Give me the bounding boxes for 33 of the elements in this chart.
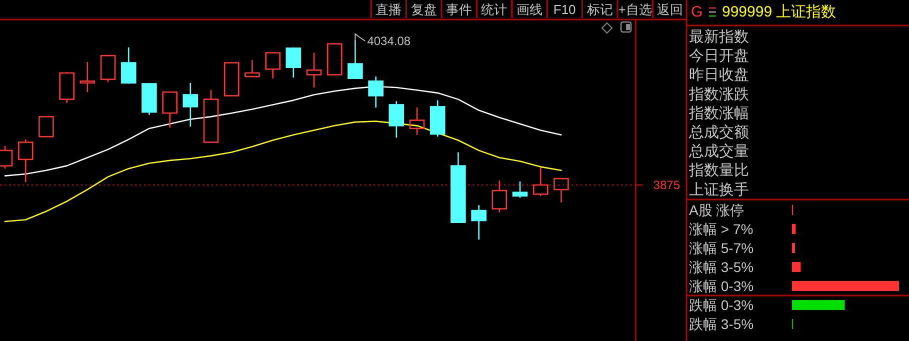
y-tick-label: 涨幅 > 7% [689, 221, 754, 237]
text: F10 [553, 2, 576, 17]
text: 今日开盘 [689, 48, 749, 65]
y-tick-label: 涨幅 3-5% [689, 259, 754, 275]
text: 返回 [657, 2, 684, 17]
text: 最新指数 [689, 28, 749, 46]
text: +自选 [618, 2, 652, 17]
text: 总成交额 [688, 124, 749, 141]
text: 3875 [653, 178, 680, 192]
y-tick-label: 涨幅 5-7% [689, 240, 754, 256]
text: 直播 [376, 2, 402, 17]
y-tick-label: 涨幅 0-3% [689, 278, 754, 294]
y-tick-label: A股 涨停 [689, 202, 744, 218]
bar [792, 281, 899, 291]
bar [792, 243, 795, 253]
text: 指数量比 [688, 162, 749, 180]
text: 标记 [586, 2, 613, 17]
text: 999999 上证指数 [722, 4, 836, 20]
text: 总成交量 [688, 143, 749, 160]
bar [792, 262, 801, 272]
text: 复盘 [410, 2, 437, 17]
bar [792, 224, 796, 234]
text: 事件 [446, 2, 472, 17]
text: 指数涨幅 [688, 104, 749, 122]
text: 画线 [516, 2, 542, 17]
y-tick-label: 跌幅 0-3% [689, 297, 754, 313]
text: 上证换手 [689, 181, 749, 198]
text: 指数涨跌 [688, 86, 749, 103]
text: G [691, 4, 703, 20]
annotation: 4034.08 [367, 34, 411, 48]
text: 统计 [481, 2, 508, 17]
text: 昨日收盘 [689, 66, 749, 84]
y-tick-label: 跌幅 3-5% [689, 316, 754, 332]
